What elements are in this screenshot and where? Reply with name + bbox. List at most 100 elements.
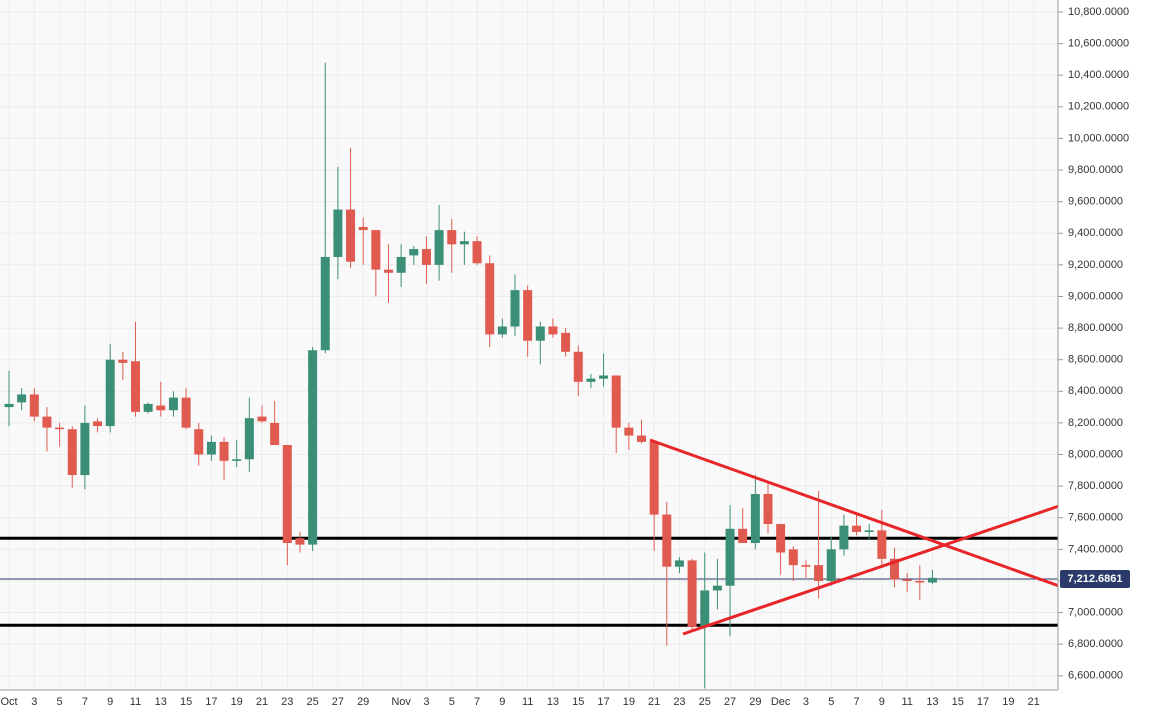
x-tick-label: 17 [977,696,989,708]
candle-body [396,256,406,273]
last-price-box [1060,569,1130,588]
y-tick-label: 9,200.0000 [1068,259,1123,271]
y-tick-label: 10,400.0000 [1068,69,1129,81]
x-tick-label: 3 [803,696,809,708]
y-tick-label: 8,600.0000 [1068,354,1123,366]
x-tick-label: 9 [107,696,113,708]
candle-body [738,528,748,544]
candle-body [67,429,77,476]
x-tick-label: 27 [332,696,344,708]
x-tick-label: Dec [771,696,791,708]
candle-body [244,418,254,460]
x-tick-label: 19 [231,696,243,708]
x-tick-label: 19 [623,696,635,708]
candle-body [17,394,27,403]
x-tick-label: 25 [699,696,711,708]
candle-body [421,249,431,265]
y-tick-label: 10,800.0000 [1068,6,1129,18]
candle-body [763,494,773,525]
candle-body [472,241,482,264]
candle-body [674,560,684,567]
x-tick-label: 13 [155,696,167,708]
x-tick-label: Nov [391,696,411,708]
x-tick-label: 23 [673,696,685,708]
candle-body [890,558,899,580]
y-tick-label: 7,800.0000 [1068,480,1123,492]
x-tick-label: 21 [648,696,660,708]
x-tick-label: 7 [853,696,859,708]
x-tick-label: 21 [256,696,268,708]
candle-body [510,290,520,327]
candle-body [42,416,52,428]
x-tick-label: 23 [281,696,293,708]
candle-body [611,375,621,428]
candle-body [864,530,874,532]
candle-body [637,435,646,442]
candle-body [801,565,811,567]
candle-body [282,445,292,544]
candle-body [219,441,229,461]
plot-background [0,0,1058,690]
candle-body [485,263,495,335]
x-tick-label: 5 [449,696,455,708]
x-tick-label: 3 [31,696,37,708]
y-tick-label: 6,800.0000 [1068,638,1123,650]
candle-body [586,378,596,382]
candle-body [143,403,153,412]
candle-body [725,528,735,586]
x-tick-label: 19 [1002,696,1014,708]
candles [4,62,937,689]
candle-body [131,361,140,412]
candle-body [573,351,583,382]
y-tick-label: 8,800.0000 [1068,322,1123,334]
candle-body [55,427,65,430]
candle-body [270,422,280,446]
candle-body [168,397,178,411]
candle-body [915,580,925,583]
y-tick-label: 10,600.0000 [1068,38,1129,50]
x-tick-label: 7 [474,696,480,708]
candle-body [447,230,457,245]
candle-body [346,209,356,262]
candle-body [649,441,659,515]
candle-body [700,590,710,627]
candle-body [902,579,912,581]
candle-body [384,269,393,273]
candle-body [434,230,444,265]
candle-body [826,549,836,581]
axis-background [1058,0,1151,714]
axes: 6,600.00006,800.00007,000.00007,200.0000… [0,6,1130,708]
x-tick-label: 5 [57,696,63,708]
candle-body [523,290,533,341]
x-tick-label: 29 [749,696,761,708]
candle-body [712,585,722,591]
x-tick-label: 15 [572,696,584,708]
candle-body [877,530,887,559]
x-tick-label: 15 [180,696,192,708]
candle-body [687,560,697,627]
last-price-label: 7,212.6861 [1067,573,1122,585]
x-tick-label: 25 [306,696,318,708]
x-tick-label: 29 [357,696,369,708]
y-tick-label: 8,400.0000 [1068,385,1123,397]
candle-body [839,525,849,550]
candle-body [927,577,937,583]
x-tick-label: 9 [879,696,885,708]
x-tick-label: 7 [82,696,88,708]
candle-body [181,397,191,428]
candle-body [118,359,128,363]
x-tick-label: Oct [0,696,17,708]
y-tick-label: 9,400.0000 [1068,227,1123,239]
x-tick-label: 5 [828,696,834,708]
candle-body [320,256,330,351]
candle-body [194,429,204,455]
candle-body [535,326,545,341]
candle-body [624,427,634,436]
candle-body [105,359,115,427]
y-tick-label: 6,600.0000 [1068,670,1123,682]
candle-body [750,494,760,544]
x-tick-label: 3 [423,696,429,708]
x-tick-label: 11 [901,696,912,708]
candle-body [548,326,558,335]
candle-body [80,422,90,476]
